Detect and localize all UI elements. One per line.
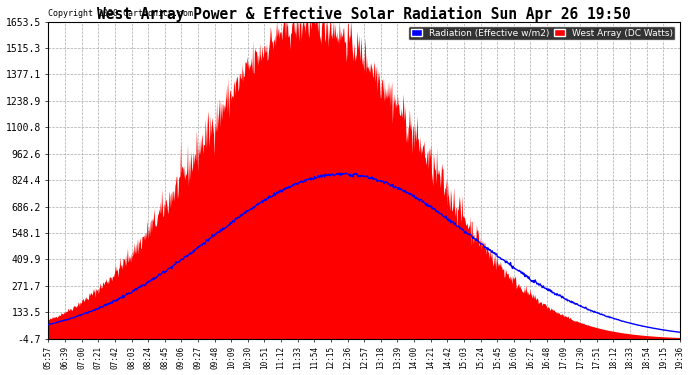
Text: Copyright 2020 Cartronics.com: Copyright 2020 Cartronics.com [48,9,193,18]
Title: West Array Power & Effective Solar Radiation Sun Apr 26 19:50: West Array Power & Effective Solar Radia… [97,6,631,21]
Legend: Radiation (Effective w/m2), West Array (DC Watts): Radiation (Effective w/m2), West Array (… [408,26,676,40]
